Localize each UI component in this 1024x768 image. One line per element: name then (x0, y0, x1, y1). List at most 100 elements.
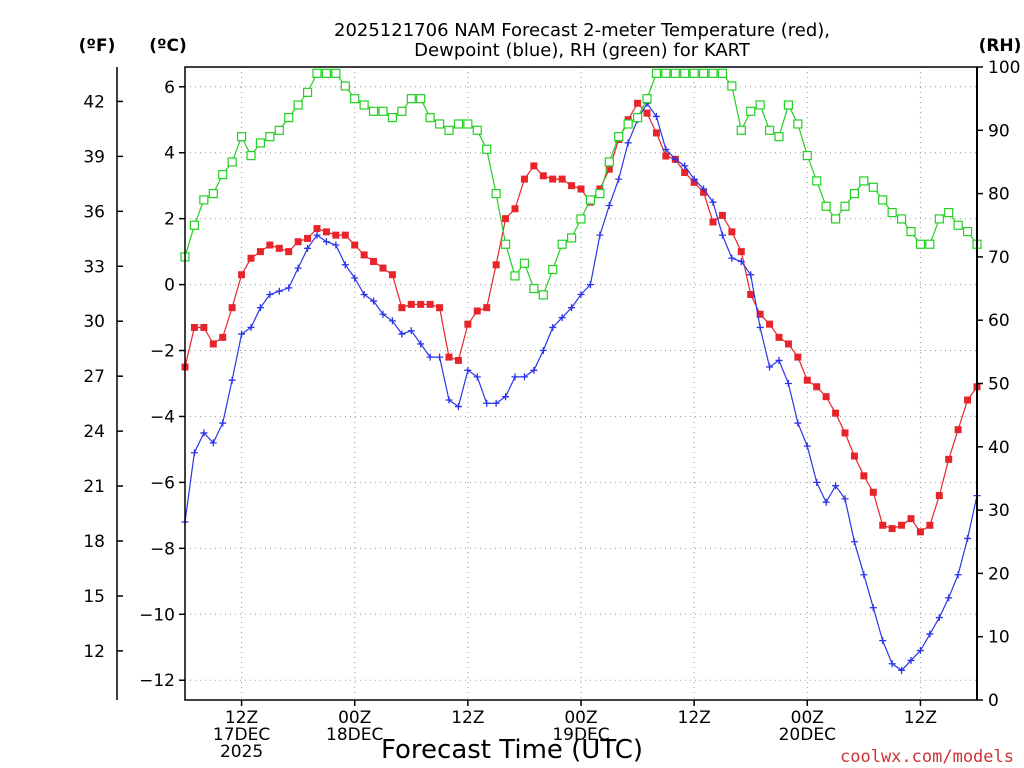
dewpoint-point (426, 353, 434, 361)
temperature-point (964, 396, 972, 404)
dewpoint-point (586, 281, 594, 289)
rh-point (284, 113, 294, 123)
rh-point (623, 119, 633, 129)
rh-point (416, 94, 426, 104)
dewpoint-point (794, 419, 802, 427)
temperature-point (388, 271, 396, 279)
dewpoint-point (832, 482, 840, 490)
dewpoint-point (926, 630, 934, 638)
rh-point (878, 195, 888, 205)
rh-point (830, 214, 841, 224)
dewpoint-point (332, 241, 340, 249)
rh-point (642, 94, 652, 104)
fahrenheit-tick-label: 12 (83, 642, 105, 662)
temperature-point (256, 248, 264, 256)
series-layer (180, 68, 982, 674)
rh-point (208, 189, 218, 199)
dewpoint-point (285, 284, 293, 292)
rh-tick-label: 0 (988, 691, 999, 711)
temperature-point (775, 333, 783, 341)
temperature-point (228, 304, 236, 312)
fahrenheit-tick-label: 30 (83, 312, 105, 332)
rh-point (925, 239, 935, 249)
rh-point (651, 68, 662, 78)
rh-point (727, 81, 737, 91)
fahrenheit-tick-label: 42 (83, 92, 105, 112)
dewpoint-point (841, 495, 849, 503)
rh-tick-label: 100 (988, 58, 1020, 78)
temperature-point (332, 231, 340, 239)
rh-point (444, 125, 454, 135)
dewpoint-point (341, 261, 349, 269)
temperature-point (398, 304, 406, 312)
dewpoint-point (784, 380, 792, 387)
dewpoint-point (671, 155, 679, 163)
dewpoint-point (898, 666, 906, 674)
rh-point (387, 113, 398, 123)
dewpoint-point (511, 373, 519, 381)
temperature-point (803, 376, 811, 384)
rh-point (821, 201, 831, 211)
rh-point (548, 264, 558, 275)
rh-point (350, 94, 360, 104)
dewpoint-point (568, 304, 576, 312)
rh-point (246, 151, 256, 161)
rh-point (632, 113, 643, 123)
temperature-point (926, 521, 934, 529)
temperature-point (898, 521, 906, 529)
dewpoint-point (766, 363, 774, 371)
dewpoint-point (398, 330, 406, 338)
dewpoint-point (539, 347, 547, 355)
temperature-point (841, 429, 849, 437)
dewpoint-point (445, 396, 453, 404)
fahrenheit-tick-label: 36 (83, 202, 105, 222)
rh-point (312, 68, 322, 78)
temperature-point (341, 231, 349, 239)
celsius-tick-label: −4 (150, 407, 175, 427)
rh-point (859, 176, 869, 186)
dewpoint-point (624, 139, 632, 147)
fahrenheit-tick-label: 33 (83, 257, 105, 277)
dewpoint-point (681, 162, 689, 170)
x-tick-label: 12Z (225, 708, 258, 728)
rh-tick-label: 90 (988, 121, 1010, 141)
dewpoint-point (709, 198, 717, 206)
dewpoint-point (935, 614, 943, 622)
rh-point (491, 189, 501, 199)
rh-point (585, 195, 596, 205)
temperature-point (464, 320, 472, 328)
rh-tick-label: 10 (988, 628, 1010, 648)
dewpoint-point (652, 112, 660, 120)
x-tick-label: 17DEC (213, 725, 270, 745)
dewpoint-point (294, 264, 302, 272)
rh-point (189, 220, 200, 230)
rh-point (378, 106, 388, 116)
dewpoint-point (370, 297, 378, 305)
dewpoint-point (822, 498, 830, 506)
dewpoint-point (238, 330, 246, 338)
temperature-point (483, 304, 491, 312)
rh-point (793, 119, 803, 129)
temperature-point (520, 175, 528, 183)
temperature-point (954, 426, 962, 434)
temperature-point (285, 248, 293, 256)
celsius-tick-label: −6 (150, 473, 175, 493)
temperature-point (370, 258, 378, 266)
dewpoint-point (662, 145, 670, 153)
temperature-point (473, 307, 481, 315)
rh-point (199, 195, 209, 205)
fahrenheit-tick-label: 39 (83, 147, 105, 167)
rh-point (849, 189, 860, 199)
x-tick-label: 19DEC (552, 725, 609, 745)
temperature-point (766, 320, 774, 328)
dewpoint-point (888, 660, 896, 668)
temperature-point (935, 492, 943, 500)
rh-point (736, 125, 746, 135)
dewpoint-point (860, 571, 868, 579)
temperature-point (888, 525, 896, 533)
rh-point (255, 138, 266, 148)
rh-point (557, 239, 567, 249)
x-axis-label: Forecast Time (UTC) (381, 735, 643, 765)
temperature-point (492, 261, 500, 269)
dewpoint-point (728, 254, 736, 262)
